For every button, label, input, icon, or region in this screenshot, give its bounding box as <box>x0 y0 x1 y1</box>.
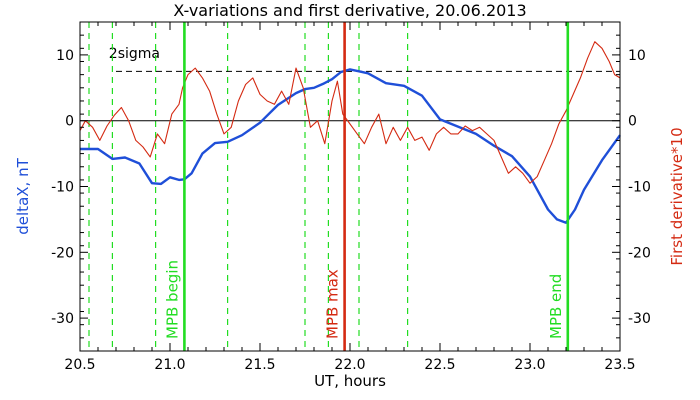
y-tick-label-left: 0 <box>65 114 74 130</box>
threshold-label: 2sigma <box>109 46 160 62</box>
y-axis-title-right: First derivative*10 <box>668 127 686 265</box>
x-tick-label: 23.5 <box>604 357 635 373</box>
deltax-series-line <box>80 68 621 224</box>
event-marker-label: MPB max <box>324 269 342 339</box>
x-tick-label: 21.0 <box>154 357 185 373</box>
y-tick-label-left: -20 <box>51 245 74 261</box>
x-tick-label: 22.5 <box>424 357 455 373</box>
y-tick-label-left: -30 <box>51 311 74 327</box>
event-marker-label: MPB begin <box>163 260 181 339</box>
x-axis-title: UT, hours <box>314 372 386 390</box>
y-tick-label-left: 10 <box>56 48 74 64</box>
x-tick-label: 21.5 <box>244 357 275 373</box>
y-tick-label-right: -30 <box>628 311 651 327</box>
y-tick-label-right: 10 <box>628 48 646 64</box>
y-tick-label-right: 0 <box>628 114 637 130</box>
y-axis-title-left: deltaX, nT <box>14 157 32 234</box>
x-tick-label: 20.5 <box>64 357 95 373</box>
derivative-series-line <box>79 41 621 184</box>
y-tick-label-right: -20 <box>628 245 651 261</box>
x-tick-label: 23.0 <box>514 357 545 373</box>
y-tick-label-right: -10 <box>628 180 651 196</box>
y-tick-label-left: -10 <box>51 180 74 196</box>
chart-title: X-variations and first derivative, 20.06… <box>173 1 526 20</box>
event-marker-label: MPB end <box>547 274 565 339</box>
x-tick-label: 22.0 <box>334 357 365 373</box>
